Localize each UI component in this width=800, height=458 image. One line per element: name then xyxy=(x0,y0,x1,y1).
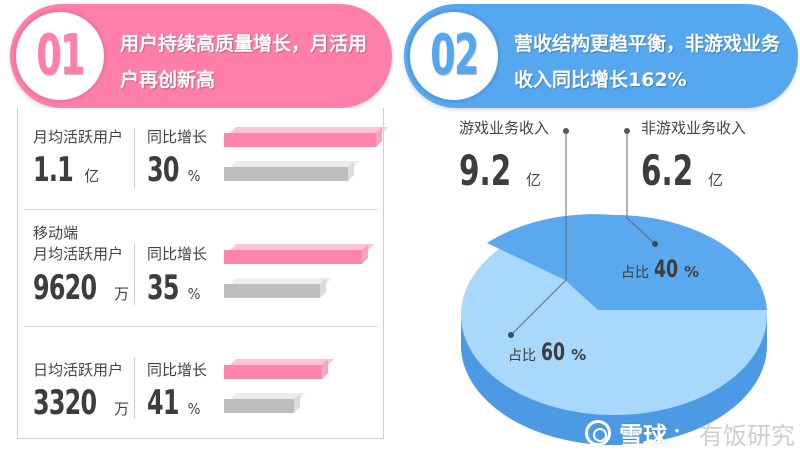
watermark-author: 有饭研究 xyxy=(699,421,795,450)
growth-bar-grey xyxy=(224,278,332,298)
metric-label: 月均活跃用户 xyxy=(33,128,124,146)
growth-label: 同比增长 xyxy=(147,361,208,379)
game-revenue-label: 游戏业务收入 xyxy=(459,119,550,137)
non-game-revenue-label: 非游戏业务收入 xyxy=(641,119,747,137)
section-divider xyxy=(24,326,377,327)
section-number: 01 xyxy=(36,23,85,88)
growth-bar-grey xyxy=(224,393,306,413)
growth-bar-grey xyxy=(224,161,360,181)
metric-mau: 月均活跃用户 1.1 亿 同比增长 30% xyxy=(18,108,388,210)
metric-value: 3320 万 xyxy=(33,383,130,423)
watermark-brand: 雪球 xyxy=(619,421,667,450)
leader-dot xyxy=(652,241,658,247)
user-growth-title: 用户持续高质量增长，月活用户再创新高 xyxy=(120,33,368,91)
revenue-structure-header: 02 营收结构更趋平衡，非游戏业务收入同比增长162% xyxy=(404,4,798,108)
growth-label: 同比增长 xyxy=(147,245,208,263)
divider xyxy=(134,243,135,305)
divider xyxy=(134,357,135,419)
leader-dot xyxy=(508,332,514,338)
metric-label: 日均活跃用户 xyxy=(33,361,124,379)
watermark: 雪球 ： 有饭研究 xyxy=(585,415,795,451)
metric-mobile-mau: 移动端 月均活跃用户 9620 万 同比增长 35% xyxy=(18,210,383,327)
metric-value: 9620 万 xyxy=(33,268,130,308)
game-revenue-value: 9.2 亿 xyxy=(459,146,541,195)
growth-value: 30% xyxy=(147,150,201,190)
non-game-revenue-value: 6.2 亿 xyxy=(641,146,723,195)
revenue-structure-title: 营收结构更趋平衡，非游戏业务收入同比增长162% xyxy=(514,33,781,91)
divider xyxy=(134,128,135,188)
snowball-logo-icon xyxy=(585,420,611,446)
section-divider xyxy=(24,209,377,210)
user-growth-header: 01 用户持续高质量增长，月活用户再创新高 xyxy=(10,4,392,108)
metric-dau: 日均活跃用户 3320 万 同比增长 41% xyxy=(18,327,383,438)
growth-bar-pink xyxy=(224,127,388,147)
metric-value: 1.1 亿 xyxy=(33,150,100,190)
leader-line-non-game xyxy=(626,131,656,245)
section-number-badge: 02 xyxy=(410,12,498,100)
section-number-badge: 01 xyxy=(16,12,104,100)
leader-line-game xyxy=(510,131,567,336)
metric-label-prefix: 移动端 xyxy=(33,224,79,242)
growth-value: 41% xyxy=(147,383,201,423)
user-metrics-card: 月均活跃用户 1.1 亿 同比增长 30% 移动端 月均活跃用户 9620 万 同比… xyxy=(17,108,388,439)
pie-slice-non-game xyxy=(487,214,767,310)
growth-value: 35% xyxy=(147,268,201,308)
growth-bar-pink xyxy=(224,359,334,379)
growth-bar-pink xyxy=(224,244,374,264)
non-game-share: 占比 40% xyxy=(621,255,700,283)
metric-label: 月均活跃用户 xyxy=(33,245,124,263)
section-number: 02 xyxy=(430,23,479,88)
game-share: 占比 60% xyxy=(508,338,587,366)
watermark-separator: ： xyxy=(671,421,695,450)
growth-label: 同比增长 xyxy=(147,128,208,146)
